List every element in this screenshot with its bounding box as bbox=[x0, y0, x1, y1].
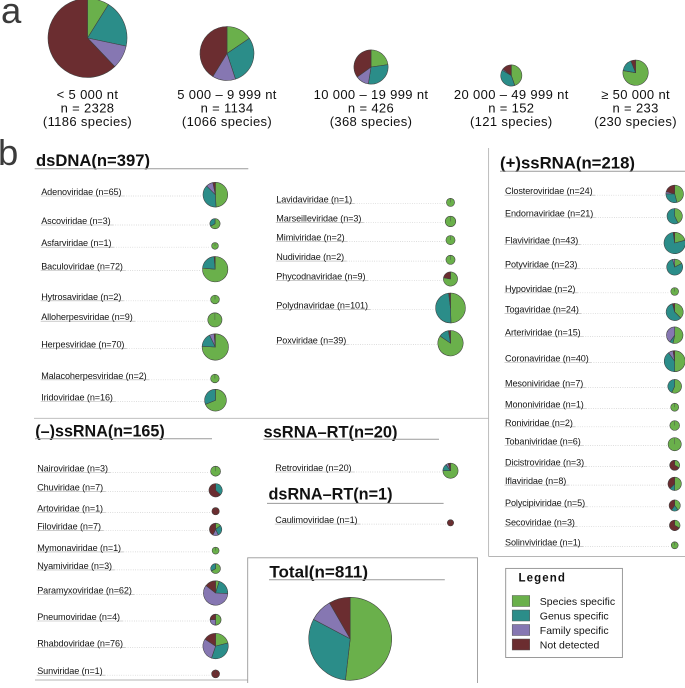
svg-text:Tobaniviridae (n=6): Tobaniviridae (n=6) bbox=[505, 437, 581, 447]
svg-text:Malacoherpesviridae (n=2): Malacoherpesviridae (n=2) bbox=[41, 371, 146, 381]
svg-text:Nyamiviridae (n=3): Nyamiviridae (n=3) bbox=[37, 561, 112, 571]
svg-text:Alloherpesviridae (n=9): Alloherpesviridae (n=9) bbox=[41, 312, 133, 322]
svg-text:Potyviridae (n=23): Potyviridae (n=23) bbox=[505, 259, 577, 269]
svg-text:(–)ssRNA(n=165): (–)ssRNA(n=165) bbox=[35, 423, 164, 441]
svg-text:Polycipiviridae (n=5): Polycipiviridae (n=5) bbox=[505, 498, 585, 508]
svg-text:Artoviridae (n=1): Artoviridae (n=1) bbox=[37, 504, 103, 514]
svg-text:Roniviridae (n=2): Roniviridae (n=2) bbox=[505, 418, 573, 428]
svg-text:dsRNA–RT(n=1): dsRNA–RT(n=1) bbox=[269, 486, 393, 504]
svg-text:Not detected: Not detected bbox=[540, 639, 600, 651]
svg-text:Solinviviridae (n=1): Solinviviridae (n=1) bbox=[505, 538, 581, 548]
svg-text:dsDNA(n=397): dsDNA(n=397) bbox=[36, 152, 150, 170]
svg-text:Ascoviridae (n=3): Ascoviridae (n=3) bbox=[41, 216, 110, 226]
svg-text:(+)ssRNA(n=218): (+)ssRNA(n=218) bbox=[500, 155, 635, 173]
svg-text:Family specific: Family specific bbox=[540, 625, 609, 637]
svg-text:Phycodnaviridae (n=9): Phycodnaviridae (n=9) bbox=[276, 271, 365, 281]
svg-text:Sunviridae (n=1): Sunviridae (n=1) bbox=[37, 666, 102, 676]
svg-text:Arteriviridae (n=15): Arteriviridae (n=15) bbox=[505, 328, 581, 338]
svg-text:5 000 – 9 999 nt: 5 000 – 9 999 nt bbox=[177, 87, 277, 102]
svg-text:Filoviridae (n=7): Filoviridae (n=7) bbox=[37, 522, 101, 532]
svg-text:Pneumoviridae (n=4): Pneumoviridae (n=4) bbox=[37, 612, 120, 622]
svg-text:Closteroviridae (n=24): Closteroviridae (n=24) bbox=[505, 186, 593, 196]
svg-text:Mononiviridae (n=1): Mononiviridae (n=1) bbox=[505, 400, 584, 410]
svg-text:Retroviridae (n=20): Retroviridae (n=20) bbox=[275, 463, 351, 473]
svg-text:≥ 50 000 nt: ≥ 50 000 nt bbox=[601, 87, 670, 102]
svg-text:Nairoviridae (n=3): Nairoviridae (n=3) bbox=[37, 464, 108, 474]
svg-text:Mymonaviridae (n=1): Mymonaviridae (n=1) bbox=[37, 543, 121, 553]
svg-text:Dicistroviridae (n=3): Dicistroviridae (n=3) bbox=[505, 458, 584, 468]
svg-text:(230 species): (230 species) bbox=[594, 114, 677, 129]
svg-text:Asfarviridae (n=1): Asfarviridae (n=1) bbox=[41, 238, 111, 248]
svg-text:20 000 – 49 999 nt: 20 000 – 49 999 nt bbox=[454, 87, 569, 102]
svg-text:Paramyxoviridae (n=62): Paramyxoviridae (n=62) bbox=[37, 585, 132, 595]
svg-text:Legend: Legend bbox=[519, 573, 567, 585]
svg-text:Mimiviridae (n=2): Mimiviridae (n=2) bbox=[276, 232, 344, 242]
svg-text:ssRNA–RT(n=20): ssRNA–RT(n=20) bbox=[264, 424, 398, 442]
svg-text:n = 426: n = 426 bbox=[348, 101, 394, 116]
svg-text:Genus specific: Genus specific bbox=[540, 610, 609, 622]
svg-text:Herpesviridae (n=70): Herpesviridae (n=70) bbox=[41, 339, 124, 349]
svg-text:Togaviridae (n=24): Togaviridae (n=24) bbox=[505, 304, 579, 314]
svg-text:Chuviridae (n=7): Chuviridae (n=7) bbox=[37, 483, 103, 493]
svg-text:Marseilleviridae (n=3): Marseilleviridae (n=3) bbox=[276, 214, 361, 224]
svg-text:(121 species): (121 species) bbox=[470, 114, 553, 129]
svg-text:Total(n=811): Total(n=811) bbox=[269, 564, 368, 582]
svg-text:10 000 – 19 999 nt: 10 000 – 19 999 nt bbox=[314, 87, 429, 102]
svg-text:Mesoniviridae (n=7): Mesoniviridae (n=7) bbox=[505, 379, 583, 389]
svg-text:(1186 species): (1186 species) bbox=[43, 114, 132, 129]
svg-text:Lavidaviridae (n=1): Lavidaviridae (n=1) bbox=[276, 195, 352, 205]
svg-text:n = 2328: n = 2328 bbox=[61, 101, 115, 116]
svg-text:Hypoviridae (n=2): Hypoviridae (n=2) bbox=[505, 284, 575, 294]
svg-text:Nudiviridae (n=2): Nudiviridae (n=2) bbox=[276, 252, 344, 262]
svg-text:(368 species): (368 species) bbox=[330, 114, 413, 129]
svg-text:Secoviridae (n=3): Secoviridae (n=3) bbox=[505, 518, 575, 528]
svg-text:Caulimoviridae (n=1): Caulimoviridae (n=1) bbox=[275, 515, 357, 525]
svg-text:Flaviviridae (n=43): Flaviviridae (n=43) bbox=[505, 235, 578, 245]
svg-text:Species specific: Species specific bbox=[540, 596, 615, 608]
svg-text:Iflaviridae (n=8): Iflaviridae (n=8) bbox=[505, 476, 566, 486]
svg-text:Poxviridae (n=39): Poxviridae (n=39) bbox=[276, 336, 346, 346]
svg-text:Endornaviridae (n=21): Endornaviridae (n=21) bbox=[505, 209, 593, 219]
svg-text:Polydnaviridae (n=101): Polydnaviridae (n=101) bbox=[276, 300, 368, 310]
svg-text:Baculoviridae (n=72): Baculoviridae (n=72) bbox=[41, 262, 123, 272]
svg-text:n = 1134: n = 1134 bbox=[201, 101, 254, 116]
svg-text:n = 233: n = 233 bbox=[613, 101, 659, 116]
svg-text:Iridoviridae (n=16): Iridoviridae (n=16) bbox=[41, 393, 113, 403]
svg-text:n = 152: n = 152 bbox=[488, 101, 534, 116]
svg-text:a: a bbox=[1, 0, 22, 31]
svg-text:Hytrosaviridae (n=2): Hytrosaviridae (n=2) bbox=[41, 292, 121, 302]
svg-text:(1066 species): (1066 species) bbox=[182, 114, 272, 129]
svg-text:b: b bbox=[0, 132, 18, 173]
svg-text:< 5 000 nt: < 5 000 nt bbox=[57, 87, 119, 102]
svg-text:Rhabdoviridae (n=76): Rhabdoviridae (n=76) bbox=[37, 638, 123, 648]
svg-text:Coronaviridae (n=40): Coronaviridae (n=40) bbox=[505, 354, 589, 364]
svg-text:Adenoviridae (n=65): Adenoviridae (n=65) bbox=[41, 187, 121, 197]
